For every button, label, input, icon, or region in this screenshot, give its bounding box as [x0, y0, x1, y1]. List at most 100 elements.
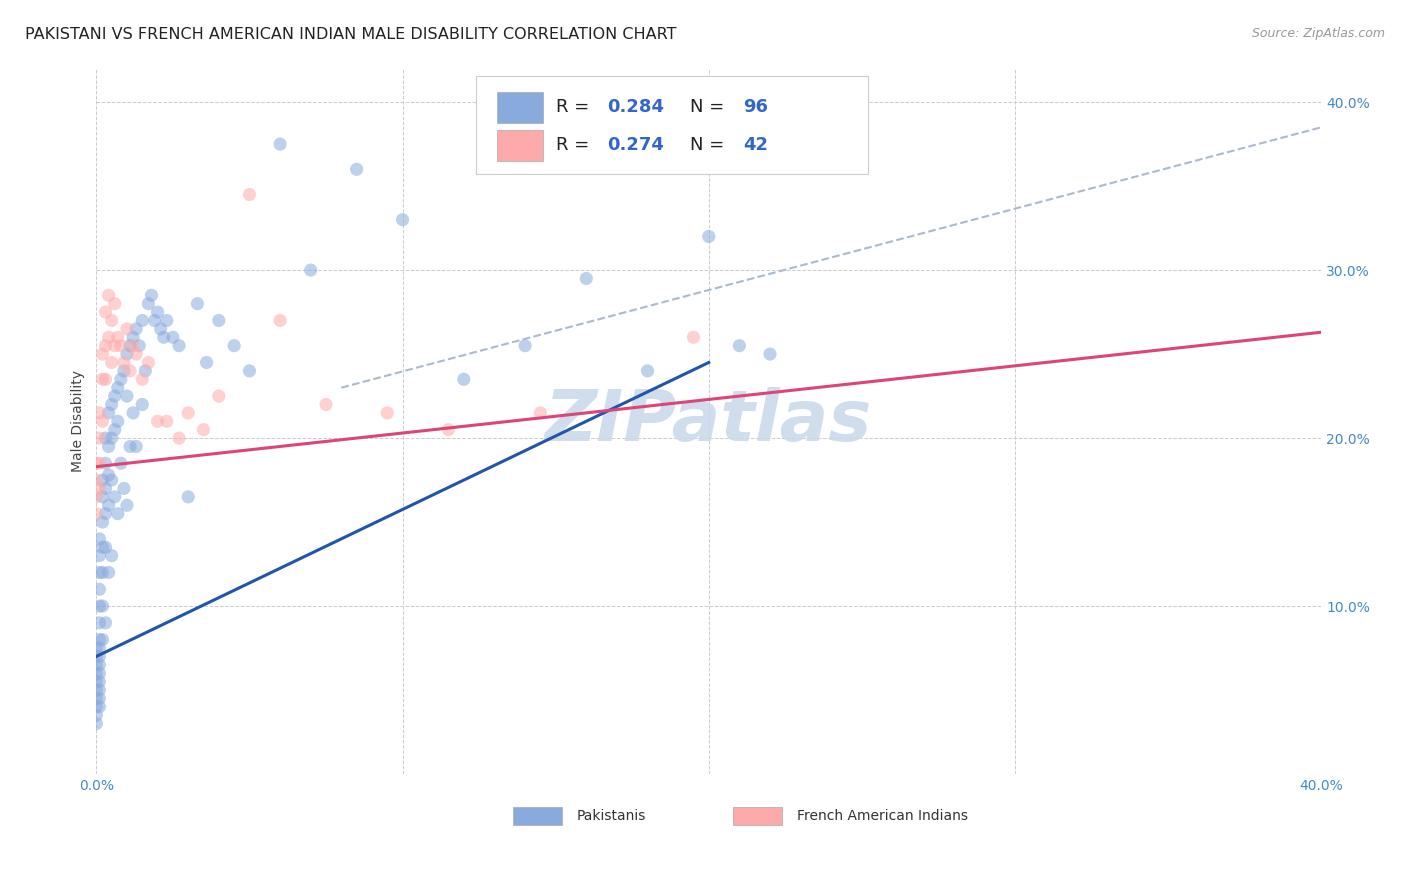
Point: [575, 271, 598, 285]
Point: [195, 355, 218, 369]
Bar: [496, 130, 543, 161]
Point: [115, 322, 138, 336]
Point: [91, 414, 114, 428]
Point: [86, 649, 108, 664]
Point: [138, 355, 160, 369]
Point: [94, 507, 117, 521]
Text: N =: N =: [690, 136, 730, 154]
Text: R =: R =: [555, 98, 595, 116]
Point: [115, 347, 138, 361]
Y-axis label: Male Disability: Male Disability: [72, 370, 86, 472]
Point: [86, 456, 108, 470]
Point: [86, 674, 108, 689]
Point: [529, 406, 551, 420]
Text: 96: 96: [742, 98, 768, 116]
Point: [97, 330, 120, 344]
Point: [86, 708, 108, 723]
Point: [100, 355, 122, 369]
Point: [208, 313, 231, 327]
Point: [238, 364, 260, 378]
Point: [131, 397, 153, 411]
Point: [89, 566, 111, 580]
Point: [110, 372, 132, 386]
Point: [115, 389, 138, 403]
Point: [89, 482, 111, 496]
Point: [86, 507, 108, 521]
Point: [162, 330, 184, 344]
Point: [104, 339, 127, 353]
Point: [149, 322, 172, 336]
Point: [86, 490, 108, 504]
Point: [91, 566, 114, 580]
Point: [131, 313, 153, 327]
Point: [122, 406, 145, 420]
Point: [759, 347, 782, 361]
Point: [91, 541, 114, 555]
Point: [86, 683, 108, 698]
Point: [104, 389, 127, 403]
Point: [91, 473, 114, 487]
Point: [89, 666, 111, 681]
Point: [91, 347, 114, 361]
Point: [118, 440, 141, 454]
Point: [122, 330, 145, 344]
Point: [156, 414, 179, 428]
Point: [107, 330, 129, 344]
Point: [89, 582, 111, 597]
Point: [453, 372, 475, 386]
Point: [128, 339, 150, 353]
Point: [97, 498, 120, 512]
Point: [112, 364, 135, 378]
Point: [89, 406, 111, 420]
Point: [91, 372, 114, 386]
Point: [118, 364, 141, 378]
Point: [167, 431, 190, 445]
Point: [91, 632, 114, 647]
Point: [152, 330, 174, 344]
Point: [94, 305, 117, 319]
Point: [86, 473, 108, 487]
Point: [391, 212, 413, 227]
Point: [125, 440, 148, 454]
Bar: [513, 807, 562, 825]
Bar: [496, 92, 543, 123]
Point: [89, 632, 111, 647]
Point: [89, 683, 111, 698]
Text: Source: ZipAtlas.com: Source: ZipAtlas.com: [1251, 27, 1385, 40]
Point: [107, 381, 129, 395]
Point: [134, 364, 156, 378]
Point: [193, 423, 215, 437]
Point: [94, 372, 117, 386]
Point: [299, 263, 322, 277]
Point: [315, 397, 337, 411]
Point: [131, 372, 153, 386]
Point: [513, 339, 536, 353]
Point: [100, 431, 122, 445]
Point: [125, 347, 148, 361]
Point: [143, 313, 166, 327]
Point: [100, 397, 122, 411]
Point: [91, 599, 114, 613]
Point: [125, 322, 148, 336]
Point: [94, 615, 117, 630]
Point: [97, 406, 120, 420]
Point: [94, 456, 117, 470]
Point: [86, 657, 108, 672]
Text: ZIPatlas: ZIPatlas: [546, 387, 873, 456]
Point: [86, 641, 108, 656]
Point: [97, 468, 120, 483]
Text: R =: R =: [555, 136, 595, 154]
Point: [104, 296, 127, 310]
Text: 0.274: 0.274: [607, 136, 664, 154]
Point: [107, 414, 129, 428]
Point: [89, 431, 111, 445]
Point: [637, 364, 659, 378]
Text: N =: N =: [690, 98, 730, 116]
Point: [89, 657, 111, 672]
Point: [110, 456, 132, 470]
Point: [728, 339, 751, 353]
Point: [86, 716, 108, 731]
Point: [94, 431, 117, 445]
Text: 42: 42: [742, 136, 768, 154]
Text: Pakistanis: Pakistanis: [576, 809, 645, 823]
